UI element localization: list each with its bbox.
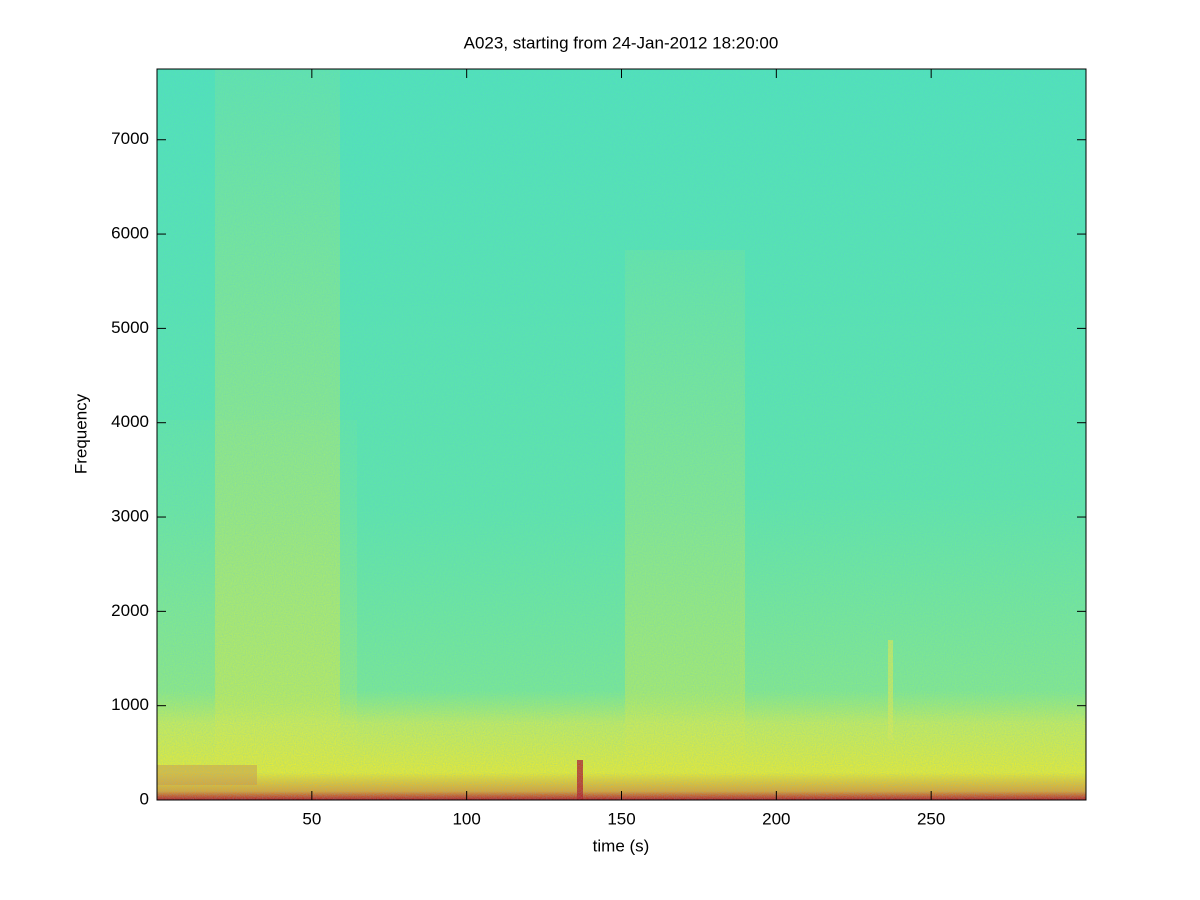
- y-tick-label: 1000: [111, 695, 149, 714]
- y-tick-label: 0: [140, 789, 149, 808]
- x-tick-label: 200: [762, 809, 790, 828]
- x-tick-label: 250: [917, 809, 945, 828]
- x-axis-label: time (s): [593, 836, 650, 855]
- chart-title: A023, starting from 24-Jan-2012 18:20:00: [464, 33, 779, 52]
- y-tick-label: 2000: [111, 601, 149, 620]
- x-tick-label: 150: [607, 809, 635, 828]
- y-tick-label: 3000: [111, 507, 149, 526]
- y-tick-label: 6000: [111, 224, 149, 243]
- y-tick-label: 4000: [111, 412, 149, 431]
- x-tick-label: 100: [452, 809, 480, 828]
- y-tick-label: 5000: [111, 318, 149, 337]
- y-axis-label: Frequency: [71, 393, 90, 474]
- spectrogram-image: [157, 69, 1086, 800]
- x-tick-label: 50: [302, 809, 321, 828]
- y-tick-label: 7000: [111, 129, 149, 148]
